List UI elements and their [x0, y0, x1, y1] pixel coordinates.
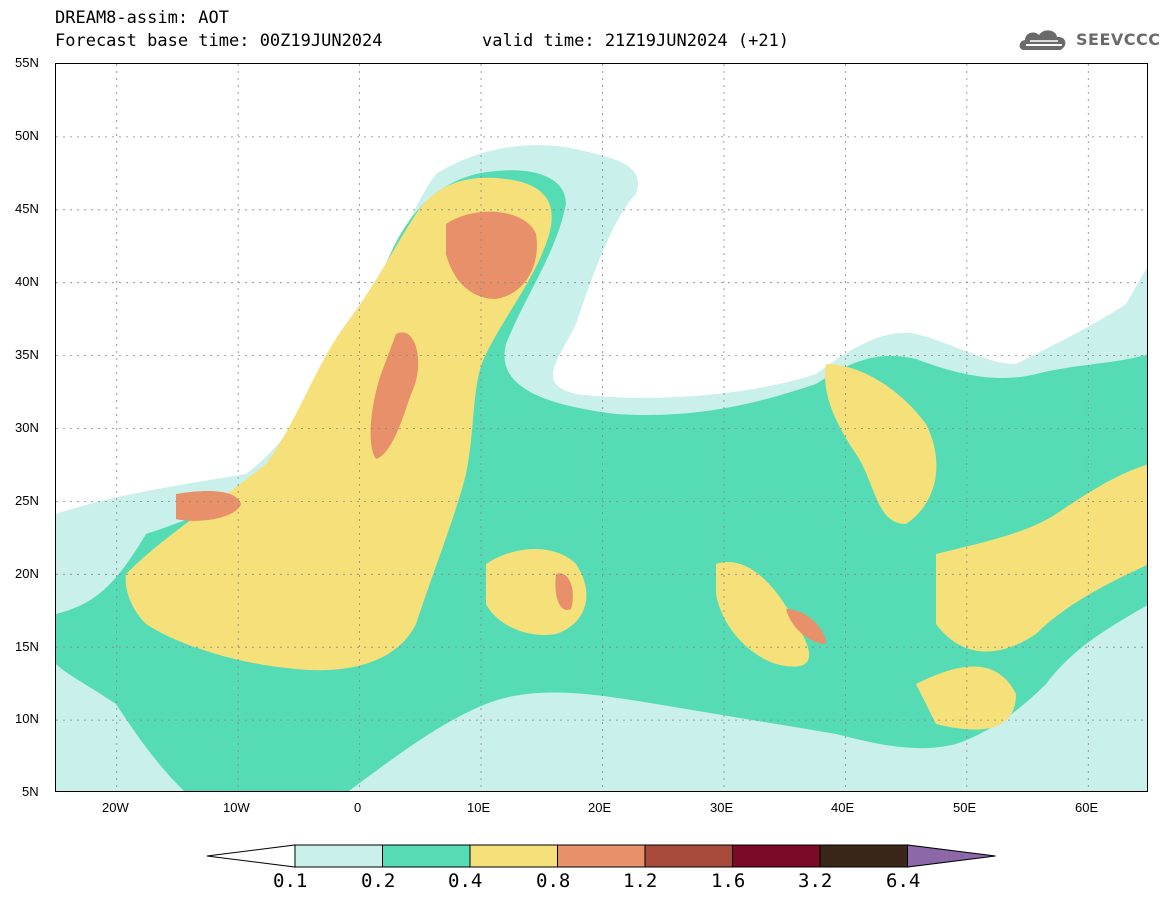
lat-label: 35N [15, 347, 39, 362]
lon-label: 0 [354, 800, 362, 815]
aot-contour-0.4 [916, 666, 1016, 730]
lat-label: 25N [15, 493, 39, 508]
aot-contour-0.4 [125, 177, 552, 671]
colorbar-segment [819, 844, 908, 868]
lat-label: 15N [15, 639, 39, 654]
colorbar-label: 0.4 [448, 870, 483, 892]
aot-map [55, 63, 1148, 792]
lat-label: 40N [15, 274, 39, 289]
colorbar-label: 1.2 [623, 870, 658, 892]
colorbar-segment [644, 844, 733, 868]
aot-contour-0.4 [486, 549, 587, 635]
forecast-base-time: Forecast base time: 00Z19JUN2024 [55, 31, 383, 51]
lon-label: 20E [588, 800, 612, 815]
aot-contour-0.8 [370, 332, 419, 459]
lat-label: 30N [15, 420, 39, 435]
colorbar-arrow-low [206, 844, 296, 868]
colorbar-label: 0.2 [361, 870, 396, 892]
colorbar-label: 0.1 [273, 870, 308, 892]
graticule [56, 64, 1147, 791]
lat-label: 20N [15, 566, 39, 581]
colorbar-label: 6.4 [886, 870, 921, 892]
valid-time: valid time: 21Z19JUN2024 (+21) [482, 31, 790, 51]
lon-label: 40E [831, 800, 855, 815]
aot-contour-0.4 [716, 562, 810, 667]
map-title: DREAM8-assim: AOT [55, 8, 229, 28]
aot-contour-0.8 [446, 211, 537, 299]
colorbar [206, 844, 996, 868]
colorbar-segment [732, 844, 821, 868]
lat-label: 50N [15, 128, 39, 143]
lon-label: 20W [102, 800, 129, 815]
lat-label: 55N [15, 55, 39, 70]
colorbar-segment [557, 844, 646, 868]
colorbar-segment [294, 844, 383, 868]
colorbar-segment [469, 844, 558, 868]
colorbar-arrow-high [907, 844, 996, 868]
colorbar-label: 0.8 [536, 870, 571, 892]
aot-contour-0.8 [786, 609, 826, 644]
colorbar-label: 3.2 [798, 870, 833, 892]
lat-label: 45N [15, 201, 39, 216]
colorbar-label: 1.6 [711, 870, 746, 892]
lon-label: 10W [223, 800, 250, 815]
lon-label: 50E [953, 800, 977, 815]
aot-field [56, 64, 1147, 791]
colorbar-segment [382, 844, 471, 868]
aot-contour-0.4 [825, 364, 937, 524]
lat-label: 10N [15, 711, 39, 726]
seevccc-logo: SEEVCCC [1016, 24, 1160, 56]
logo-text: SEEVCCC [1076, 30, 1161, 49]
lon-label: 10E [467, 800, 491, 815]
lon-label: 30E [710, 800, 734, 815]
aot-contour-0.8 [555, 573, 573, 610]
lat-label: 5N [22, 784, 39, 799]
aot-contour-0.4 [936, 464, 1147, 652]
cloud-logo-icon [1019, 30, 1066, 50]
aot-contour-0.8 [176, 491, 241, 521]
lon-label: 60E [1075, 800, 1099, 815]
